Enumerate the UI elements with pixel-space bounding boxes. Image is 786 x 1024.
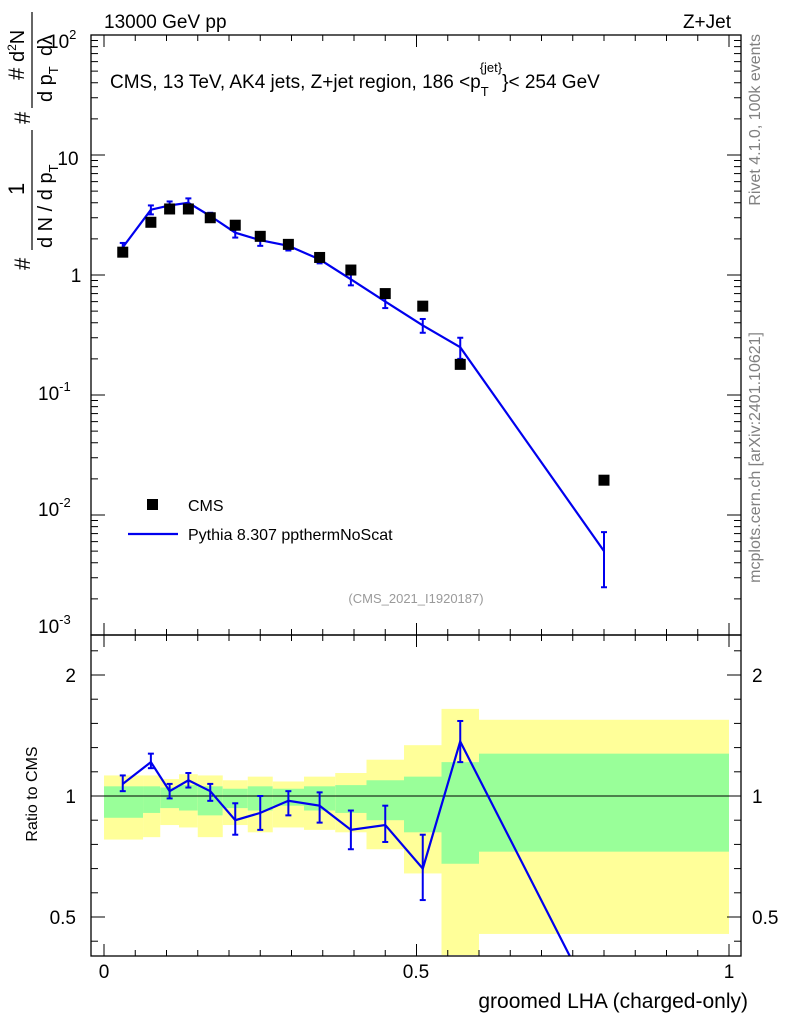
cms-data-point (379, 288, 391, 300)
x-axis-label: groomed LHA (charged-only) (478, 990, 748, 1013)
legend-label-cms: CMS (188, 498, 224, 515)
ratio-bands (91, 708, 741, 955)
legend-label-pythia: Pythia 8.307 ppthermNoScat (188, 527, 393, 544)
ratio-y-tick-labels-right: 2 1 0.5 (752, 666, 778, 929)
legend-marker-cms (147, 499, 158, 510)
cms-data-point (117, 246, 129, 258)
x-tick-labels: 0 0.5 1 (99, 962, 735, 983)
ratio-y-tick-05-left: 0.5 (50, 908, 76, 929)
ratio-y-tick-2-right: 2 (752, 666, 763, 687)
cms-data-point (145, 216, 157, 228)
ylabel-denominator: d N / d pT (35, 164, 61, 248)
y-tick-label-1e-3: 10-3 (38, 612, 71, 638)
cms-data-point (417, 300, 429, 312)
cms-data-point (204, 212, 216, 224)
cms-data-point (345, 264, 357, 276)
ratio-stat-uncertainty-band (335, 785, 367, 813)
header-right-title: Z+Jet (683, 12, 732, 33)
ratio-stat-uncertainty-band (179, 785, 198, 811)
y-tick-label-1: 1 (71, 266, 82, 287)
cms-data-point (229, 219, 241, 231)
cms-data-point (598, 474, 610, 486)
ratio-y-tick-1-left: 1 (65, 787, 76, 808)
cms-data-point (182, 203, 194, 215)
ylabel-numerator-dp: d pT (35, 66, 61, 102)
ratio-y-tick-2-left: 2 (65, 666, 76, 687)
ratio-stat-uncertainty-band (441, 762, 479, 864)
ylabel-hash-mid: # (10, 111, 35, 124)
analysis-watermark: (CMS_2021_I1920187) (348, 591, 483, 606)
x-tick-05: 0.5 (403, 962, 429, 983)
side-source-text: mcplots.cern.ch [arXiv:2401.10621] (747, 332, 764, 583)
header-left-title: 13000 GeV pp (104, 12, 227, 33)
ylabel-one: 1 (4, 183, 29, 195)
main-plot-frame (90, 34, 742, 636)
ylabel-hash-left: # (10, 257, 35, 270)
y-tick-label-1e2: 102 (48, 27, 76, 53)
ylabel-hash-upper: # (4, 67, 29, 80)
ratio-stat-uncertainty-band (143, 786, 161, 813)
cms-data-point (164, 203, 176, 215)
main-y-axis-label: # 1 d N / d pT # # d pT dλ d2N (4, 12, 61, 270)
cms-data-point (282, 238, 294, 250)
ratio-content (119, 719, 572, 956)
ratio-stat-uncertainty-band (479, 753, 729, 852)
x-tick-1: 1 (724, 962, 735, 983)
ratio-stat-uncertainty-band (222, 788, 248, 809)
axis-ticks (91, 34, 741, 956)
y-tick-label-10: 10 (57, 149, 78, 170)
main-y-tick-labels: 10-3 10-2 10-1 1 10 102 (38, 27, 81, 638)
ratio-y-tick-1-right: 1 (752, 787, 763, 808)
ratio-y-tick-05-right: 0.5 (752, 908, 778, 929)
ratio-y-axis-label: Ratio to CMS (24, 746, 41, 841)
x-tick-0: 0 (99, 962, 110, 983)
cms-data-point (454, 358, 466, 370)
ratio-y-tick-labels-left: 2 1 0.5 (50, 666, 76, 929)
side-version-text: Rivet 4.1.0, 100k events (747, 34, 764, 206)
y-tick-label-1e-1: 10-1 (38, 379, 71, 405)
ylabel-top-d2N: d2N (5, 30, 29, 62)
legend: CMS Pythia 8.307 ppthermNoScat (128, 498, 393, 544)
ylabel-numerator-dlambda: dλ (35, 35, 57, 56)
ratio-pythia-line (122, 738, 572, 956)
ratio-series (119, 719, 572, 956)
cms-data-point (314, 251, 326, 263)
y-tick-label-1e-2: 10-2 (38, 495, 71, 521)
main-content (117, 197, 610, 589)
cms-data-point (254, 230, 266, 242)
main-title: CMS, 13 TeV, AK4 jets, Z+jet region, 186… (110, 60, 600, 99)
